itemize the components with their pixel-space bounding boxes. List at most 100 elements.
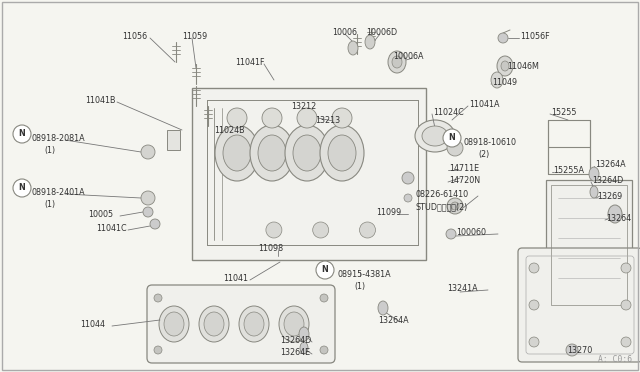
- Text: 15255: 15255: [551, 108, 577, 117]
- Text: 11041F: 11041F: [235, 58, 264, 67]
- Ellipse shape: [392, 56, 402, 68]
- Text: N: N: [19, 183, 26, 192]
- Text: 14720N: 14720N: [449, 176, 480, 185]
- Text: 11056: 11056: [122, 32, 147, 41]
- Ellipse shape: [348, 41, 358, 55]
- Ellipse shape: [227, 108, 247, 128]
- Text: 08918-2401A: 08918-2401A: [32, 188, 86, 197]
- Ellipse shape: [443, 129, 461, 147]
- Bar: [548, 120, 590, 174]
- Text: 11046M: 11046M: [507, 62, 539, 71]
- Ellipse shape: [250, 125, 294, 181]
- Ellipse shape: [159, 306, 189, 342]
- Ellipse shape: [266, 222, 282, 238]
- Ellipse shape: [285, 125, 329, 181]
- Text: 11099: 11099: [376, 208, 401, 217]
- Ellipse shape: [491, 72, 503, 88]
- Text: 13269: 13269: [597, 192, 622, 201]
- Text: 10006: 10006: [332, 28, 357, 37]
- Text: 11024B: 11024B: [214, 126, 244, 135]
- Text: 11059: 11059: [182, 32, 207, 41]
- Ellipse shape: [313, 222, 329, 238]
- Ellipse shape: [365, 35, 375, 49]
- Ellipse shape: [447, 140, 463, 156]
- Ellipse shape: [199, 306, 229, 342]
- Text: (1): (1): [354, 282, 365, 291]
- Text: 13241A: 13241A: [447, 284, 477, 293]
- Text: 13264D: 13264D: [592, 176, 623, 185]
- Ellipse shape: [154, 294, 162, 302]
- Ellipse shape: [164, 312, 184, 336]
- Ellipse shape: [293, 135, 321, 171]
- FancyBboxPatch shape: [147, 285, 335, 363]
- Ellipse shape: [13, 179, 31, 197]
- Text: 14711E: 14711E: [449, 164, 479, 173]
- Text: 13264D: 13264D: [280, 336, 311, 345]
- Ellipse shape: [320, 346, 328, 354]
- Text: 11041A: 11041A: [469, 100, 499, 109]
- Ellipse shape: [150, 219, 160, 229]
- Text: STUDスタッド(2): STUDスタッド(2): [415, 202, 467, 211]
- Ellipse shape: [566, 344, 578, 356]
- Ellipse shape: [215, 125, 259, 181]
- Text: 13264A: 13264A: [595, 160, 626, 169]
- Text: 11056F: 11056F: [520, 32, 550, 41]
- Ellipse shape: [13, 125, 31, 143]
- Ellipse shape: [279, 306, 309, 342]
- Ellipse shape: [258, 135, 286, 171]
- Ellipse shape: [154, 346, 162, 354]
- Ellipse shape: [388, 51, 406, 73]
- Ellipse shape: [223, 135, 251, 171]
- Ellipse shape: [239, 306, 269, 342]
- Ellipse shape: [529, 263, 539, 273]
- Ellipse shape: [497, 56, 513, 76]
- Text: 11044: 11044: [80, 320, 105, 329]
- Ellipse shape: [590, 186, 598, 198]
- Ellipse shape: [141, 191, 155, 205]
- Ellipse shape: [297, 108, 317, 128]
- Text: (1): (1): [44, 146, 55, 155]
- Text: 08918-2081A: 08918-2081A: [32, 134, 86, 143]
- Text: 100060: 100060: [456, 228, 486, 237]
- Ellipse shape: [300, 342, 308, 354]
- Ellipse shape: [328, 135, 356, 171]
- Text: 13270: 13270: [567, 346, 592, 355]
- Ellipse shape: [262, 108, 282, 128]
- Ellipse shape: [404, 194, 412, 202]
- Bar: [167, 130, 180, 150]
- Ellipse shape: [621, 300, 631, 310]
- Ellipse shape: [320, 294, 328, 302]
- Bar: [192, 88, 426, 260]
- Ellipse shape: [378, 301, 388, 315]
- Ellipse shape: [143, 207, 153, 217]
- Ellipse shape: [422, 126, 448, 146]
- Ellipse shape: [332, 108, 352, 128]
- Ellipse shape: [501, 61, 509, 71]
- Bar: [551, 185, 627, 305]
- Text: 10006D: 10006D: [366, 28, 397, 37]
- Ellipse shape: [451, 202, 459, 210]
- Ellipse shape: [141, 145, 155, 159]
- Text: 15255A: 15255A: [553, 166, 584, 175]
- Text: 10006A: 10006A: [393, 52, 424, 61]
- Ellipse shape: [529, 337, 539, 347]
- Text: (1): (1): [44, 200, 55, 209]
- Ellipse shape: [284, 312, 304, 336]
- Ellipse shape: [320, 125, 364, 181]
- Text: 10005: 10005: [88, 210, 113, 219]
- Text: A: C0:6: A: C0:6: [598, 355, 632, 364]
- Text: 13213: 13213: [315, 116, 340, 125]
- Ellipse shape: [529, 300, 539, 310]
- Ellipse shape: [299, 327, 309, 341]
- Text: 11041C: 11041C: [96, 224, 127, 233]
- Text: 11098: 11098: [258, 244, 283, 253]
- FancyBboxPatch shape: [518, 248, 640, 362]
- Text: 08915-4381A: 08915-4381A: [338, 270, 392, 279]
- Text: N: N: [322, 266, 328, 275]
- Text: N: N: [449, 134, 456, 142]
- Text: 13264: 13264: [606, 214, 631, 223]
- Text: 13264E: 13264E: [280, 348, 310, 357]
- Ellipse shape: [621, 263, 631, 273]
- Text: (2): (2): [478, 150, 489, 159]
- Text: 11024C: 11024C: [433, 108, 464, 117]
